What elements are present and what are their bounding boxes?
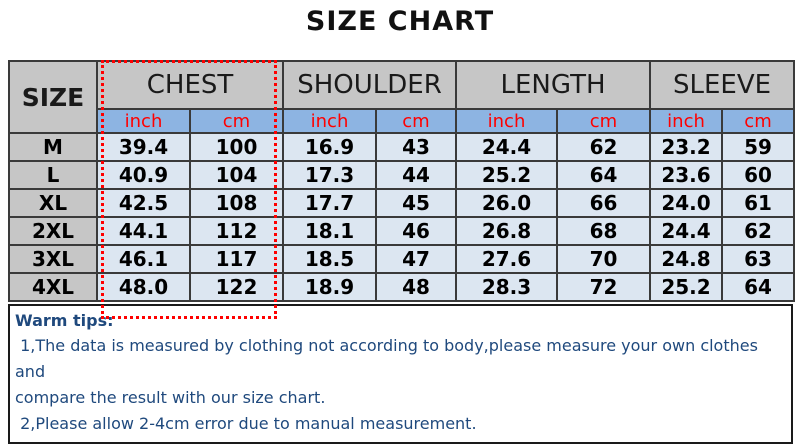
value-cell: 18.5	[282, 244, 377, 274]
tips-line: compare the result with our size chart.	[15, 388, 326, 407]
unit-header-shoulder-inch: inch	[282, 108, 377, 134]
size-column-header: SIZE	[8, 60, 98, 134]
group-header-shoulder: SHOULDER	[282, 60, 457, 110]
value-cell: 27.6	[455, 244, 558, 274]
value-cell: 64	[721, 272, 796, 302]
table-row-l: L 40.9 104 17.3 44 25.2 64 23.6 60	[8, 160, 796, 190]
value-cell: 46.1	[96, 244, 191, 274]
size-cell: XL	[8, 188, 98, 218]
table-row-4xl: 4XL 48.0 122 18.9 48 28.3 72 25.2 64	[8, 272, 796, 302]
size-cell: 2XL	[8, 216, 98, 246]
value-cell: 25.2	[649, 272, 724, 302]
warm-tips-box: Warm tips: 1,The data is measured by clo…	[8, 304, 793, 444]
size-table: SIZE CHEST SHOULDER LENGTH SLEEVE inch c…	[8, 60, 796, 302]
size-cell: M	[8, 132, 98, 162]
unit-header-chest-inch: inch	[96, 108, 191, 134]
value-cell: 18.9	[282, 272, 377, 302]
tips-line: 2,Please allow 2-4cm error due to manual…	[15, 414, 477, 433]
value-cell: 66	[555, 188, 652, 218]
value-cell: 28.3	[455, 272, 558, 302]
group-header-chest: CHEST	[96, 60, 284, 110]
value-cell: 112	[189, 216, 284, 246]
size-cell: 3XL	[8, 244, 98, 274]
value-cell: 24.0	[649, 188, 724, 218]
value-cell: 24.4	[455, 132, 558, 162]
value-cell: 44.1	[96, 216, 191, 246]
value-cell: 17.7	[282, 188, 377, 218]
value-cell: 59	[721, 132, 796, 162]
value-cell: 43	[375, 132, 457, 162]
value-cell: 25.2	[455, 160, 558, 190]
value-cell: 108	[189, 188, 284, 218]
tips-line: 1,The data is measured by clothing not a…	[15, 336, 764, 381]
value-cell: 61	[721, 188, 796, 218]
value-cell: 16.9	[282, 132, 377, 162]
value-cell: 24.8	[649, 244, 724, 274]
table-row-xl: XL 42.5 108 17.7 45 26.0 66 24.0 61	[8, 188, 796, 218]
unit-header-length-cm: cm	[555, 108, 652, 134]
value-cell: 100	[189, 132, 284, 162]
value-cell: 42.5	[96, 188, 191, 218]
value-cell: 48.0	[96, 272, 191, 302]
value-cell: 17.3	[282, 160, 377, 190]
warm-tips-heading: Warm tips:	[15, 311, 114, 330]
value-cell: 70	[555, 244, 652, 274]
group-header-length: LENGTH	[454, 60, 652, 110]
size-cell: L	[8, 160, 98, 190]
value-cell: 72	[555, 272, 652, 302]
value-cell: 26.8	[455, 216, 558, 246]
table-row-m: M 39.4 100 16.9 43 24.4 62 23.2 59	[8, 132, 796, 162]
value-cell: 117	[189, 244, 284, 274]
value-cell: 122	[189, 272, 284, 302]
unit-header-chest-cm: cm	[189, 108, 284, 134]
value-cell: 62	[555, 132, 652, 162]
size-cell: 4XL	[8, 272, 98, 302]
value-cell: 40.9	[96, 160, 191, 190]
value-cell: 63	[721, 244, 796, 274]
value-cell: 44	[375, 160, 457, 190]
unit-header-row: inch cm inch cm inch cm inch cm	[9, 108, 796, 134]
value-cell: 45	[375, 188, 457, 218]
value-cell: 47	[375, 244, 457, 274]
unit-header-sleeve-inch: inch	[649, 108, 724, 134]
size-table-wrap: SIZE CHEST SHOULDER LENGTH SLEEVE inch c…	[8, 60, 796, 319]
group-header-row: SIZE CHEST SHOULDER LENGTH SLEEVE	[8, 60, 796, 134]
value-cell: 48	[375, 272, 457, 302]
value-cell: 62	[721, 216, 796, 246]
value-cell: 18.1	[282, 216, 377, 246]
unit-header-sleeve-cm: cm	[721, 108, 796, 134]
unit-header-length-inch: inch	[455, 108, 558, 134]
group-header-sleeve: SLEEVE	[649, 60, 796, 110]
value-cell: 104	[189, 160, 284, 190]
value-cell: 46	[375, 216, 457, 246]
unit-header-shoulder-cm: cm	[375, 108, 457, 134]
value-cell: 23.2	[649, 132, 724, 162]
value-cell: 24.4	[649, 216, 724, 246]
table-row-3xl: 3XL 46.1 117 18.5 47 27.6 70 24.8 63	[8, 244, 796, 274]
table-row-2xl: 2XL 44.1 112 18.1 46 26.8 68 24.4 62	[8, 216, 796, 246]
page-title: SIZE CHART	[305, 6, 495, 37]
value-cell: 26.0	[455, 188, 558, 218]
value-cell: 60	[721, 160, 796, 190]
value-cell: 64	[555, 160, 652, 190]
value-cell: 23.6	[649, 160, 724, 190]
value-cell: 39.4	[96, 132, 191, 162]
value-cell: 68	[555, 216, 652, 246]
